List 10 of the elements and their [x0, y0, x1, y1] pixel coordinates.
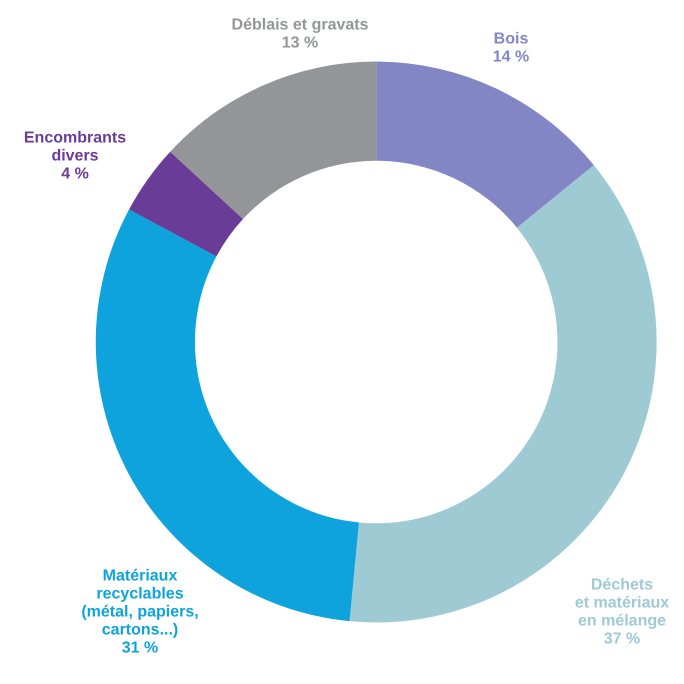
slice-label: Bois [494, 30, 528, 48]
slice-label: Matériaux recyclables (métal, papiers, cartons...) [81, 568, 199, 638]
data-label: 31 % [122, 640, 158, 656]
data-label: 14 % [492, 48, 530, 66]
data-label: 37 % [604, 630, 640, 648]
data-label: 4 % [61, 166, 89, 182]
slice-label: Encombrants divers [24, 130, 126, 164]
slice-label: Déblais et gravats [232, 16, 369, 34]
slice-label: Déchets et matériaux en mélange [574, 576, 670, 630]
data-label: 13 % [282, 34, 318, 52]
